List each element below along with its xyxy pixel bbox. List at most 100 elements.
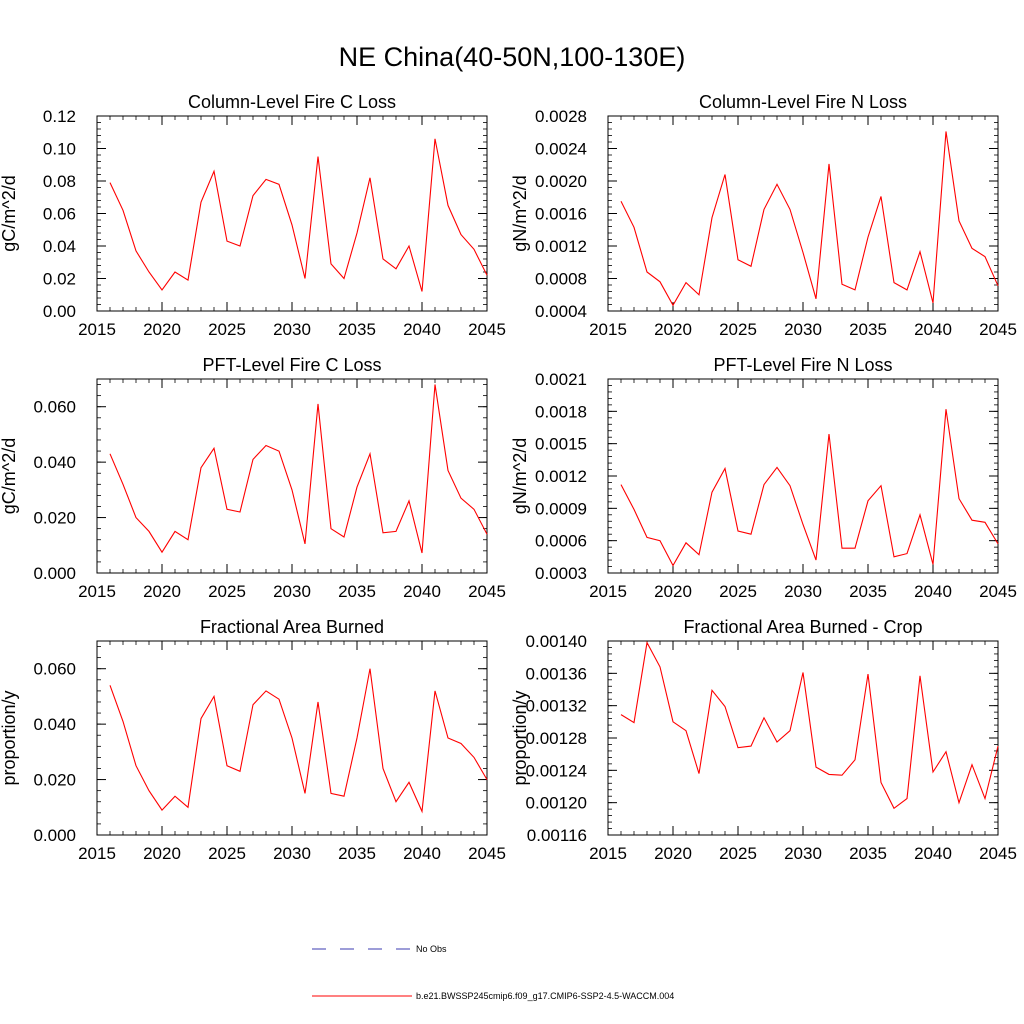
x-tick-label: 2045 [468, 320, 506, 339]
x-tick-label: 2020 [654, 582, 692, 601]
y-tick-label: 0.00140 [526, 632, 587, 651]
x-tick-label: 2015 [589, 320, 627, 339]
x-tick-label: 2035 [849, 844, 887, 863]
y-tick-label: 0.12 [43, 107, 76, 126]
x-tick-label: 2020 [654, 320, 692, 339]
y-tick-label: 0.0028 [535, 107, 587, 126]
y-tick-label: 0.0004 [535, 302, 587, 321]
x-tick-label: 2020 [654, 844, 692, 863]
panel-title: Fractional Area Burned - Crop [683, 617, 922, 637]
y-axis-label: gC/m^2/d [0, 438, 19, 514]
x-tick-label: 2015 [78, 320, 116, 339]
chart-panel-6: 2015 2020 2025 2030 2035 2040 2045 0.00116 0.001… [510, 617, 1017, 863]
y-tick-label: 0.020 [33, 509, 76, 528]
x-tick-label: 2025 [719, 582, 757, 601]
y-tick-label: 0.060 [33, 398, 76, 417]
series-line-1 [109, 668, 488, 814]
x-tick-label: 2035 [338, 320, 376, 339]
x-tick-label: 2045 [468, 582, 506, 601]
x-tick-label: 2015 [589, 844, 627, 863]
y-tick-label: 0.10 [43, 140, 76, 159]
x-tick-label: 2040 [914, 582, 952, 601]
x-tick-label: 2040 [403, 844, 441, 863]
panel-title: PFT-Level Fire C Loss [202, 355, 381, 375]
chart-panel-5: 2015 2020 2025 2030 2035 2040 2045 0.000 0.020 0.… [0, 617, 506, 863]
y-tick-label: 0.0020 [535, 172, 587, 191]
y-tick-label: 0.040 [33, 453, 76, 472]
x-tick-label: 2020 [143, 582, 181, 601]
series-line-1 [109, 138, 488, 292]
x-tick-label: 2040 [403, 582, 441, 601]
y-tick-label: 0.00128 [526, 729, 587, 748]
y-tick-label: 0.00116 [527, 826, 587, 845]
x-tick-label: 2040 [914, 844, 952, 863]
x-tick-label: 2030 [273, 320, 311, 339]
y-tick-label: 0.0021 [535, 370, 587, 389]
y-axis-label: proportion/y [0, 690, 19, 785]
x-tick-label: 2025 [208, 844, 246, 863]
chart-panel-4: 2015 2020 2025 2030 2035 2040 2045 0.0003 0.0006… [510, 355, 1017, 601]
y-tick-label: 0.06 [43, 205, 76, 224]
x-tick-label: 2035 [849, 320, 887, 339]
y-axis-label: gN/m^2/d [510, 438, 530, 514]
plot-frame [607, 378, 999, 574]
y-tick-label: 0.08 [43, 172, 76, 191]
y-tick-label: 0.000 [33, 564, 76, 583]
x-tick-label: 2030 [273, 582, 311, 601]
panel-title: Column-Level Fire C Loss [188, 92, 396, 112]
panel-title: Fractional Area Burned [200, 617, 384, 637]
x-tick-label: 2025 [208, 320, 246, 339]
plot-frame [96, 378, 488, 574]
y-tick-label: 0.0016 [535, 205, 587, 224]
x-tick-label: 2040 [403, 320, 441, 339]
y-tick-label: 0.00120 [526, 794, 587, 813]
y-tick-label: 0.0012 [535, 237, 587, 256]
x-tick-label: 2030 [784, 582, 822, 601]
x-tick-label: 2045 [979, 320, 1017, 339]
x-tick-label: 2030 [784, 844, 822, 863]
x-tick-label: 2025 [719, 320, 757, 339]
y-tick-label: 0.020 [33, 771, 76, 790]
x-tick-label: 2015 [589, 582, 627, 601]
y-tick-label: 0.04 [43, 237, 76, 256]
y-tick-label: 0.0015 [535, 435, 587, 454]
panel-title: PFT-Level Fire N Loss [713, 355, 892, 375]
y-tick-label: 0.0018 [535, 402, 587, 421]
y-axis-label: gC/m^2/d [0, 175, 19, 251]
y-tick-label: 0.0009 [535, 499, 587, 518]
legend-obs-label: No Obs [416, 944, 447, 954]
x-tick-label: 2040 [914, 320, 952, 339]
chart-panel-2: 2015 2020 2025 2030 2035 2040 2045 0.0004 0.0008… [510, 92, 1017, 339]
x-tick-label: 2035 [338, 844, 376, 863]
x-tick-label: 2030 [273, 844, 311, 863]
y-tick-label: 0.02 [43, 270, 76, 289]
x-tick-label: 2015 [78, 844, 116, 863]
y-axis-label: proportion/y [510, 690, 530, 785]
x-tick-label: 2020 [143, 844, 181, 863]
x-tick-label: 2030 [784, 320, 822, 339]
x-tick-label: 2025 [208, 582, 246, 601]
panel-title: Column-Level Fire N Loss [699, 92, 907, 112]
chart-panel-1: 2015 2020 2025 2030 2035 2040 2045 0.00 0.02 0.04… [0, 92, 506, 339]
y-tick-label: 0.000 [33, 826, 76, 845]
y-tick-label: 0.00132 [526, 697, 587, 716]
x-tick-label: 2045 [468, 844, 506, 863]
x-tick-label: 2045 [979, 844, 1017, 863]
y-tick-label: 0.0003 [535, 564, 587, 583]
chart-panel-3: 2015 2020 2025 2030 2035 2040 2045 0.000 0.020 0.… [0, 355, 506, 601]
series-line-1 [620, 640, 999, 810]
panels-container: 2015 2020 2025 2030 2035 2040 2045 0.00 0.02 0.04… [0, 92, 1017, 863]
y-tick-label: 0.0008 [535, 270, 587, 289]
y-tick-label: 0.0006 [535, 532, 587, 551]
series-line-1 [620, 409, 999, 567]
y-tick-label: 0.00124 [526, 761, 587, 780]
x-tick-label: 2045 [979, 582, 1017, 601]
y-tick-label: 0.0024 [535, 140, 587, 159]
x-tick-label: 2020 [143, 320, 181, 339]
figure-title: NE China(40-50N,100-130E) [339, 42, 686, 72]
x-tick-label: 2035 [849, 582, 887, 601]
y-axis-label: gN/m^2/d [510, 175, 530, 251]
plot-frame [607, 640, 999, 836]
series-line-1 [620, 131, 999, 307]
